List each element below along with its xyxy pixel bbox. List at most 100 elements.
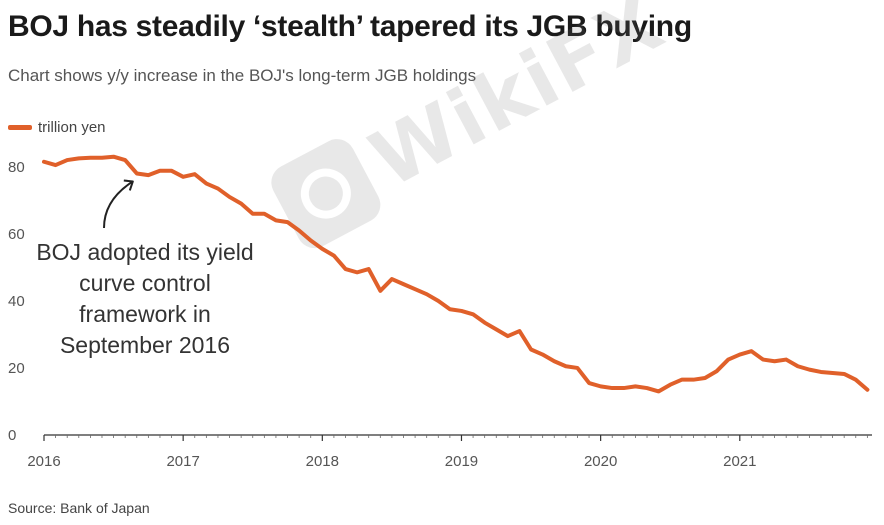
annotation-text: curve control — [79, 270, 211, 296]
data-point — [309, 238, 313, 243]
data-point — [854, 378, 858, 382]
series-line — [42, 154, 870, 394]
x-tick-label: 2018 — [306, 453, 339, 470]
y-axis: 0 20 40 60 80 — [8, 159, 25, 444]
data-point — [587, 381, 591, 385]
chart-subtitle: Chart shows y/y increase in the BOJ's lo… — [8, 66, 477, 85]
data-point — [691, 378, 696, 382]
data-point — [274, 218, 278, 223]
data-point — [146, 173, 150, 177]
data-point — [448, 307, 452, 311]
data-point — [425, 292, 429, 296]
data-point — [239, 202, 243, 206]
data-point — [749, 349, 753, 353]
data-point — [529, 347, 533, 352]
data-point — [355, 270, 359, 274]
data-point — [703, 376, 707, 380]
legend-label: trillion yen — [38, 119, 106, 136]
annotation-text: BOJ adopted its yield — [36, 239, 253, 265]
data-point — [599, 384, 603, 388]
legend-swatch — [8, 125, 32, 130]
x-tick-label: 2020 — [584, 453, 617, 470]
chart-title: BOJ has steadily ‘stealth’ tapered its J… — [8, 10, 692, 43]
data-point — [111, 155, 116, 159]
data-point — [645, 386, 649, 390]
data-point — [726, 357, 730, 362]
data-point — [88, 156, 92, 160]
data-point — [494, 327, 498, 331]
data-point — [367, 267, 371, 271]
data-point — [65, 158, 69, 162]
legend: trillion yen — [8, 119, 106, 136]
annotation: BOJ adopted its yield curve control framew… — [36, 179, 254, 358]
y-tick-label: 0 — [8, 427, 16, 444]
data-point — [100, 156, 104, 160]
data-point — [123, 158, 127, 162]
data-point — [459, 309, 464, 313]
data-point — [680, 378, 684, 382]
y-tick-label: 80 — [8, 159, 25, 176]
source-note: Source: Bank of Japan — [8, 500, 150, 516]
data-point — [413, 287, 417, 291]
annotation-arrow — [103, 180, 134, 229]
x-axis: 2016 2017 2018 2019 2020 2021 — [27, 434, 872, 470]
x-tick-label: 2016 — [27, 453, 60, 470]
data-point — [42, 160, 46, 164]
data-point — [865, 388, 870, 392]
data-point — [53, 163, 58, 167]
data-point — [320, 247, 324, 251]
data-point — [564, 364, 568, 368]
x-tick-label: 2017 — [166, 453, 199, 470]
data-point — [158, 169, 162, 173]
data-point — [842, 372, 846, 376]
data-point — [378, 289, 382, 293]
data-point — [251, 212, 255, 216]
annotation-text: framework in — [79, 301, 211, 327]
y-tick-label: 60 — [8, 226, 25, 243]
data-point — [761, 357, 765, 362]
data-point — [541, 352, 545, 357]
data-point — [633, 384, 638, 388]
data-point — [819, 370, 823, 374]
data-point — [390, 277, 394, 281]
data-point — [216, 186, 220, 191]
data-point — [831, 371, 835, 375]
data-point — [285, 220, 290, 224]
data-point — [738, 352, 742, 357]
data-point — [170, 169, 174, 173]
data-point — [77, 156, 81, 160]
x-tick-label: 2021 — [723, 453, 756, 470]
data-point — [471, 312, 475, 316]
data-point — [610, 386, 614, 390]
data-point — [181, 175, 185, 179]
annotation-text: September 2016 — [60, 332, 230, 358]
data-point — [193, 172, 197, 176]
x-tick-label: 2019 — [445, 453, 478, 470]
data-point — [227, 195, 232, 199]
data-point — [401, 282, 406, 286]
data-point — [796, 364, 800, 368]
y-tick-label: 20 — [8, 360, 25, 377]
data-point — [332, 254, 336, 258]
data-point — [343, 267, 348, 271]
data-point — [807, 368, 811, 372]
y-tick-label: 40 — [8, 293, 25, 310]
data-point — [668, 383, 672, 387]
data-point — [657, 389, 661, 394]
data-point — [436, 299, 440, 303]
data-point — [714, 369, 719, 373]
data-point — [135, 171, 139, 176]
data-point — [204, 181, 208, 186]
data-point — [506, 334, 510, 338]
data-point — [517, 329, 522, 333]
annotation-arrowhead — [123, 179, 134, 191]
data-point — [784, 357, 788, 362]
data-point — [772, 359, 777, 363]
data-point — [483, 321, 487, 325]
data-point — [622, 386, 626, 390]
data-point — [262, 212, 266, 216]
data-point — [297, 228, 301, 233]
series-layer — [42, 154, 870, 394]
data-point — [552, 359, 556, 363]
